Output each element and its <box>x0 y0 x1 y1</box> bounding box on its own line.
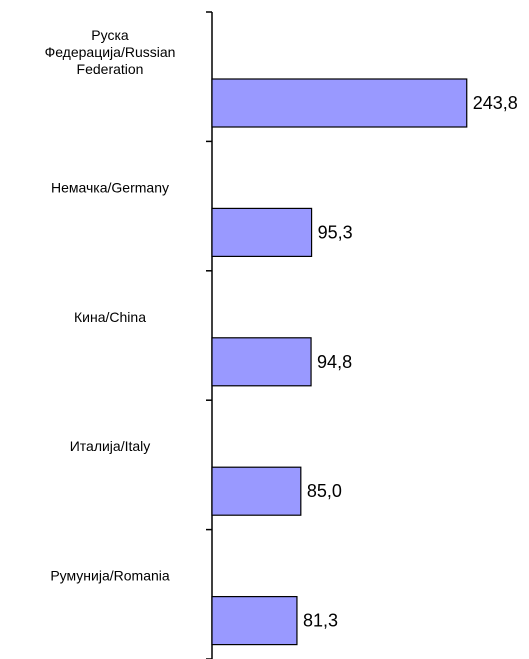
category-label-line: Федерација/Russian <box>45 44 176 60</box>
value-label: 94,8 <box>317 352 352 372</box>
category-label-line: Federation <box>77 61 144 77</box>
category-label: Немачка/Germany <box>51 179 169 195</box>
category-label: Руска Федерација/Russian Federation <box>45 27 176 77</box>
value-label: 81,3 <box>303 611 338 631</box>
category-label: Кина/China <box>74 309 146 325</box>
bar <box>211 337 312 387</box>
value-label: 85,0 <box>307 481 342 501</box>
bar <box>211 78 468 128</box>
bar <box>211 595 298 646</box>
category-axis <box>206 11 213 659</box>
category-label-line: Италија/Italy <box>70 438 151 454</box>
labels: 243,8 Руска Федерација/Russian Federation 95… <box>45 27 518 631</box>
category-label: Италија/Italy <box>70 438 151 454</box>
category-label-line: Руска <box>91 27 129 43</box>
category-label-line: Кина/China <box>74 309 146 325</box>
bar <box>211 466 302 516</box>
value-label: 243,8 <box>473 93 518 113</box>
value-label: 95,3 <box>318 222 353 242</box>
category-label-line: Румунија/Romania <box>50 568 170 584</box>
bars <box>211 78 468 646</box>
category-label: Румунија/Romania <box>50 568 170 584</box>
category-label-line: Немачка/Germany <box>51 179 169 195</box>
bar <box>211 207 313 257</box>
